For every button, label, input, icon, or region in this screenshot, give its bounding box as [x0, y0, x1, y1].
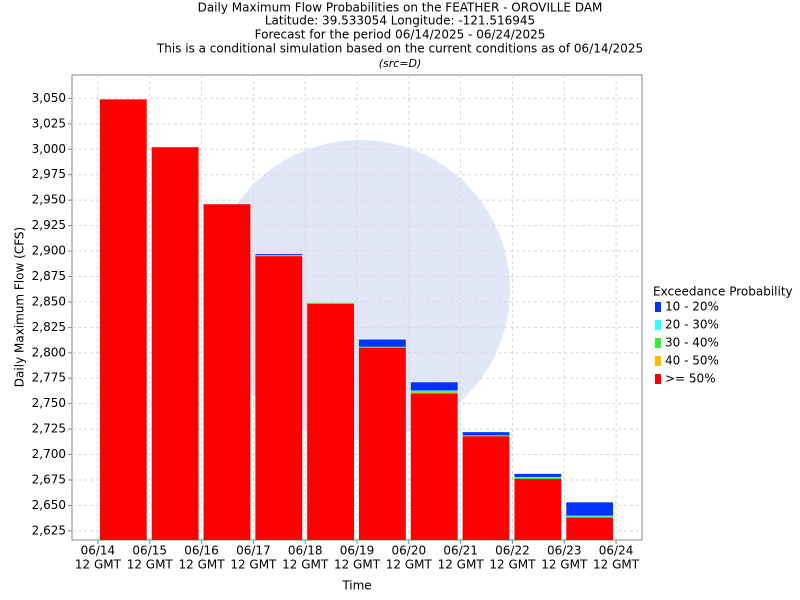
y-tick-label: 2,825 — [32, 320, 66, 334]
bar-segment — [410, 391, 458, 393]
bar-segment — [410, 382, 458, 391]
title-line: Latitude: 39.533054 Longitude: -121.5169… — [265, 14, 535, 28]
y-tick-label: 2,950 — [32, 193, 66, 207]
legend-label: 40 - 50% — [665, 354, 719, 368]
y-tick-label: 2,800 — [32, 345, 66, 359]
x-tick-label: 12 GMT — [489, 558, 536, 572]
y-tick-label: 2,725 — [32, 422, 66, 436]
x-tick-label: 06/15 — [132, 544, 167, 558]
x-tick-label: 12 GMT — [230, 558, 277, 572]
x-tick-label: 06/22 — [495, 544, 530, 558]
bar-segment — [203, 204, 251, 540]
legend-swatch — [655, 320, 661, 330]
bar-segment — [514, 477, 562, 479]
bar-segment — [410, 392, 458, 394]
legend-swatch — [655, 356, 661, 366]
x-tick-label: 12 GMT — [593, 558, 640, 572]
bar-segment — [151, 147, 199, 540]
x-tick-label: 06/19 — [340, 544, 375, 558]
y-tick-label: 2,875 — [32, 269, 66, 283]
x-tick-label: 06/16 — [184, 544, 219, 558]
x-axis-label: Time — [341, 579, 371, 593]
y-tick-label: 2,775 — [32, 371, 66, 385]
x-tick-label: 06/23 — [547, 544, 582, 558]
y-tick-label: 3,000 — [32, 142, 66, 156]
bar-segment — [410, 390, 458, 392]
y-tick-label: 2,675 — [32, 472, 66, 486]
x-tick-label: 12 GMT — [75, 558, 122, 572]
bar-segment — [566, 515, 614, 517]
legend-swatch — [655, 374, 661, 384]
legend-label: >= 50% — [665, 372, 716, 386]
title-line: This is a conditional simulation based o… — [156, 42, 643, 56]
y-tick-label: 2,850 — [32, 294, 66, 308]
bar-segment — [462, 436, 510, 540]
y-tick-label: 2,650 — [32, 498, 66, 512]
x-tick-label: 12 GMT — [179, 558, 226, 572]
x-tick-label: 12 GMT — [438, 558, 485, 572]
y-tick-label: 2,900 — [32, 244, 66, 258]
x-tick-label: 12 GMT — [282, 558, 329, 572]
bar-segment — [410, 393, 458, 540]
legend-label: 20 - 30% — [665, 318, 719, 332]
y-tick-label: 2,925 — [32, 218, 66, 232]
legend-label: 10 - 20% — [665, 300, 719, 314]
x-tick-label: 06/14 — [81, 544, 116, 558]
x-tick-label: 12 GMT — [334, 558, 381, 572]
bar-segment — [255, 256, 303, 540]
legend-swatch — [655, 338, 661, 348]
x-tick-label: 12 GMT — [127, 558, 174, 572]
x-tick-label: 12 GMT — [386, 558, 433, 572]
title-line: Forecast for the period 06/14/2025 - 06/… — [255, 28, 546, 42]
bar-segment — [255, 254, 303, 256]
x-tick-label: 06/17 — [236, 544, 271, 558]
bar-segment — [359, 346, 406, 348]
bar-segment — [566, 516, 614, 518]
bar-segment — [307, 303, 354, 540]
y-tick-label: 3,025 — [32, 116, 66, 130]
legend-title: Exceedance Probability — [653, 285, 793, 299]
bar-segment — [514, 473, 562, 477]
y-tick-label: 2,625 — [32, 523, 66, 537]
title-line: (src=D) — [379, 57, 422, 70]
bar-segment — [462, 435, 510, 437]
bar-segment — [514, 476, 562, 478]
y-tick-label: 3,050 — [32, 91, 66, 105]
legend-label: 30 - 40% — [665, 336, 719, 350]
bar-segment — [99, 99, 147, 540]
bar-segment — [462, 432, 510, 436]
bar-segment — [514, 478, 562, 540]
bar-segment — [359, 339, 406, 347]
legend-swatch — [655, 302, 661, 312]
x-tick-label: 06/18 — [288, 544, 323, 558]
bar-segment — [566, 502, 614, 516]
title-line: Daily Maximum Flow Probabilities on the … — [198, 1, 603, 15]
bar-segment — [255, 255, 303, 257]
bar-segment — [566, 517, 614, 540]
x-tick-label: 06/20 — [392, 544, 427, 558]
x-tick-label: 06/24 — [599, 544, 634, 558]
y-axis-label: Daily Maximum Flow (CFS) — [13, 227, 27, 387]
y-tick-label: 2,975 — [32, 167, 66, 181]
x-tick-label: 12 GMT — [541, 558, 588, 572]
y-tick-label: 2,700 — [32, 447, 66, 461]
bar-segment — [307, 302, 354, 304]
x-tick-label: 06/21 — [443, 544, 478, 558]
y-tick-label: 2,750 — [32, 396, 66, 410]
bar-segment — [359, 347, 406, 540]
